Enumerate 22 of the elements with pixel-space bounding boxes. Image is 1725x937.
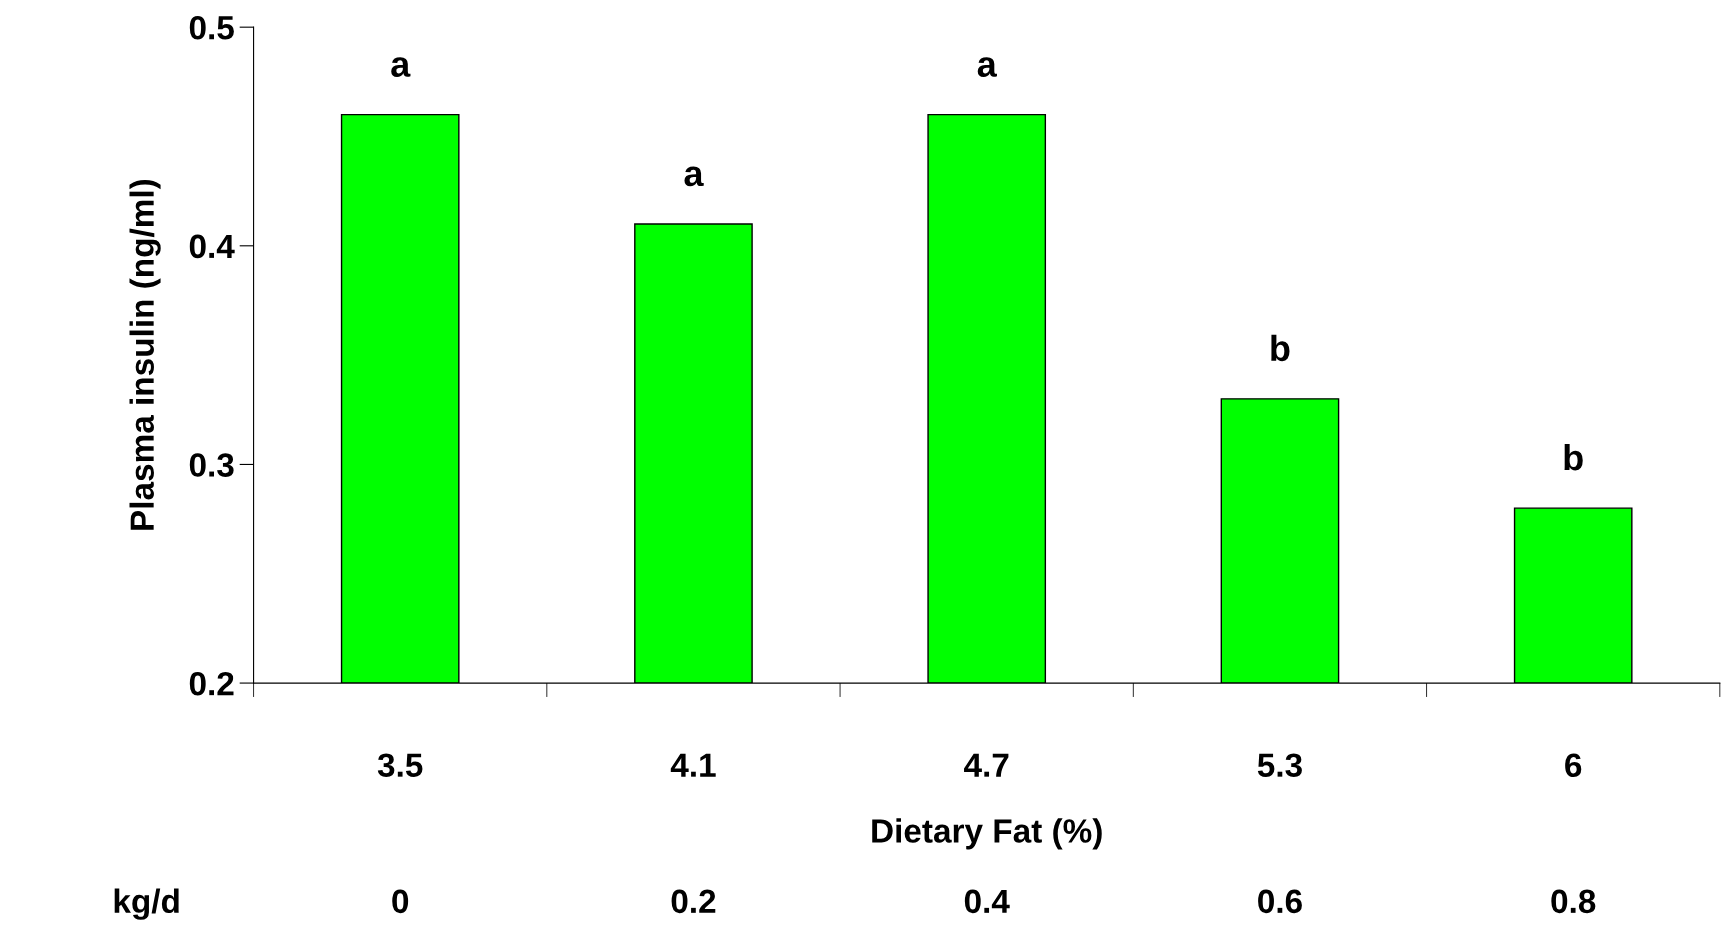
text: 0.6 <box>1258 889 1302 914</box>
x-tick-label: 6 <box>1565 753 1582 777</box>
x-axis-title: Dietary Fat (%) <box>872 818 1102 850</box>
y-tick-label: 0.4 <box>189 234 235 259</box>
y-tick-label: 0.3 <box>189 453 234 477</box>
y-tick-label: 0.5 <box>189 15 234 40</box>
text: 0.8 <box>1551 889 1596 914</box>
text: 0.2 <box>671 889 716 914</box>
text: kg/d <box>114 888 179 920</box>
y-axis-title: Plasma insulin (ng/ml) <box>129 179 161 530</box>
data-label: b <box>1564 443 1583 471</box>
x-tick-label: 4.1 <box>670 753 716 777</box>
y-tick-label: 0.2 <box>189 671 234 696</box>
x-tick-label: 5.3 <box>1257 753 1302 778</box>
data-label: b <box>1271 334 1290 362</box>
x-tick-label: 3.5 <box>377 753 423 778</box>
data-label: a <box>977 57 997 77</box>
data-label: a <box>684 166 704 187</box>
text: 0 <box>392 889 409 914</box>
text: 0.4 <box>964 889 1010 914</box>
data-label: a <box>391 57 411 77</box>
x-tick-label: 4.7 <box>964 753 1009 777</box>
